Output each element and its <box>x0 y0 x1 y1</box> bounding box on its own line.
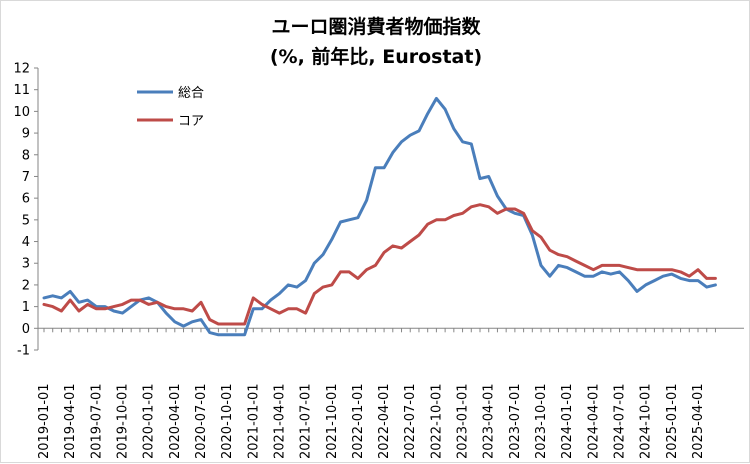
x-tick-label: 2019-01-01 <box>37 383 52 459</box>
y-tick-label: 1 <box>22 300 30 315</box>
x-tick-label: 2025-04-01 <box>691 383 706 459</box>
y-tick-label: 11 <box>13 83 30 98</box>
chart-title: ユーロ圏消費者物価指数 <box>271 15 481 38</box>
x-tick-label: 2021-01-01 <box>246 383 261 459</box>
x-tick-label: 2022-07-01 <box>403 383 418 459</box>
legend-label-0: 総合 <box>178 86 204 101</box>
x-tick-label: 2024-04-01 <box>586 383 601 459</box>
y-tick-label: 8 <box>22 148 30 163</box>
y-tick-label: 4 <box>22 235 30 250</box>
x-tick-label: 2020-07-01 <box>194 383 209 459</box>
x-tick-label: 2021-10-01 <box>325 383 340 459</box>
x-tick-label: 2019-10-01 <box>115 383 130 459</box>
y-tick-label: 10 <box>13 105 30 120</box>
x-tick-label: 2020-10-01 <box>220 383 235 459</box>
y-tick-label: 0 <box>22 322 30 337</box>
x-tick-label: 2019-07-01 <box>89 383 104 459</box>
y-tick-label: -1 <box>17 344 30 359</box>
legend-label-1: コア <box>178 114 204 129</box>
x-tick-label: 2023-10-01 <box>534 383 549 459</box>
x-tick-label: 2021-04-01 <box>272 383 287 459</box>
x-tick-label: 2024-10-01 <box>639 383 654 459</box>
series-line-1 <box>42 203 717 326</box>
y-tick-label: 7 <box>22 170 30 185</box>
x-tick-label: 2023-07-01 <box>508 383 523 459</box>
series-group <box>42 96 717 337</box>
x-tick-label: 2020-04-01 <box>168 383 183 459</box>
y-tick-label: 12 <box>13 62 30 77</box>
x-tick-label: 2023-01-01 <box>456 383 471 459</box>
x-tick-label: 2022-04-01 <box>377 383 392 459</box>
x-tick-label: 2020-01-01 <box>142 383 157 459</box>
y-tick-label: 9 <box>22 127 30 142</box>
x-tick-label: 2023-04-01 <box>482 383 497 459</box>
y-tick-label: 3 <box>22 257 30 272</box>
x-tick-label: 2022-01-01 <box>351 383 366 459</box>
x-tick-label: 2025-01-01 <box>665 383 680 459</box>
x-tick-label: 2021-07-01 <box>299 383 314 459</box>
y-tick-label: 2 <box>22 278 30 293</box>
x-tick-label: 2024-01-01 <box>560 383 575 459</box>
y-tick-label: 5 <box>22 213 30 228</box>
x-tick-label: 2022-10-01 <box>429 383 444 459</box>
chart-subtitle: (%, 前年比, Eurostat) <box>270 45 482 68</box>
x-tick-label: 2019-04-01 <box>63 383 78 459</box>
x-tick-label: 2024-07-01 <box>613 383 628 459</box>
series-line-0 <box>42 96 717 337</box>
y-tick-label: 6 <box>22 192 30 207</box>
